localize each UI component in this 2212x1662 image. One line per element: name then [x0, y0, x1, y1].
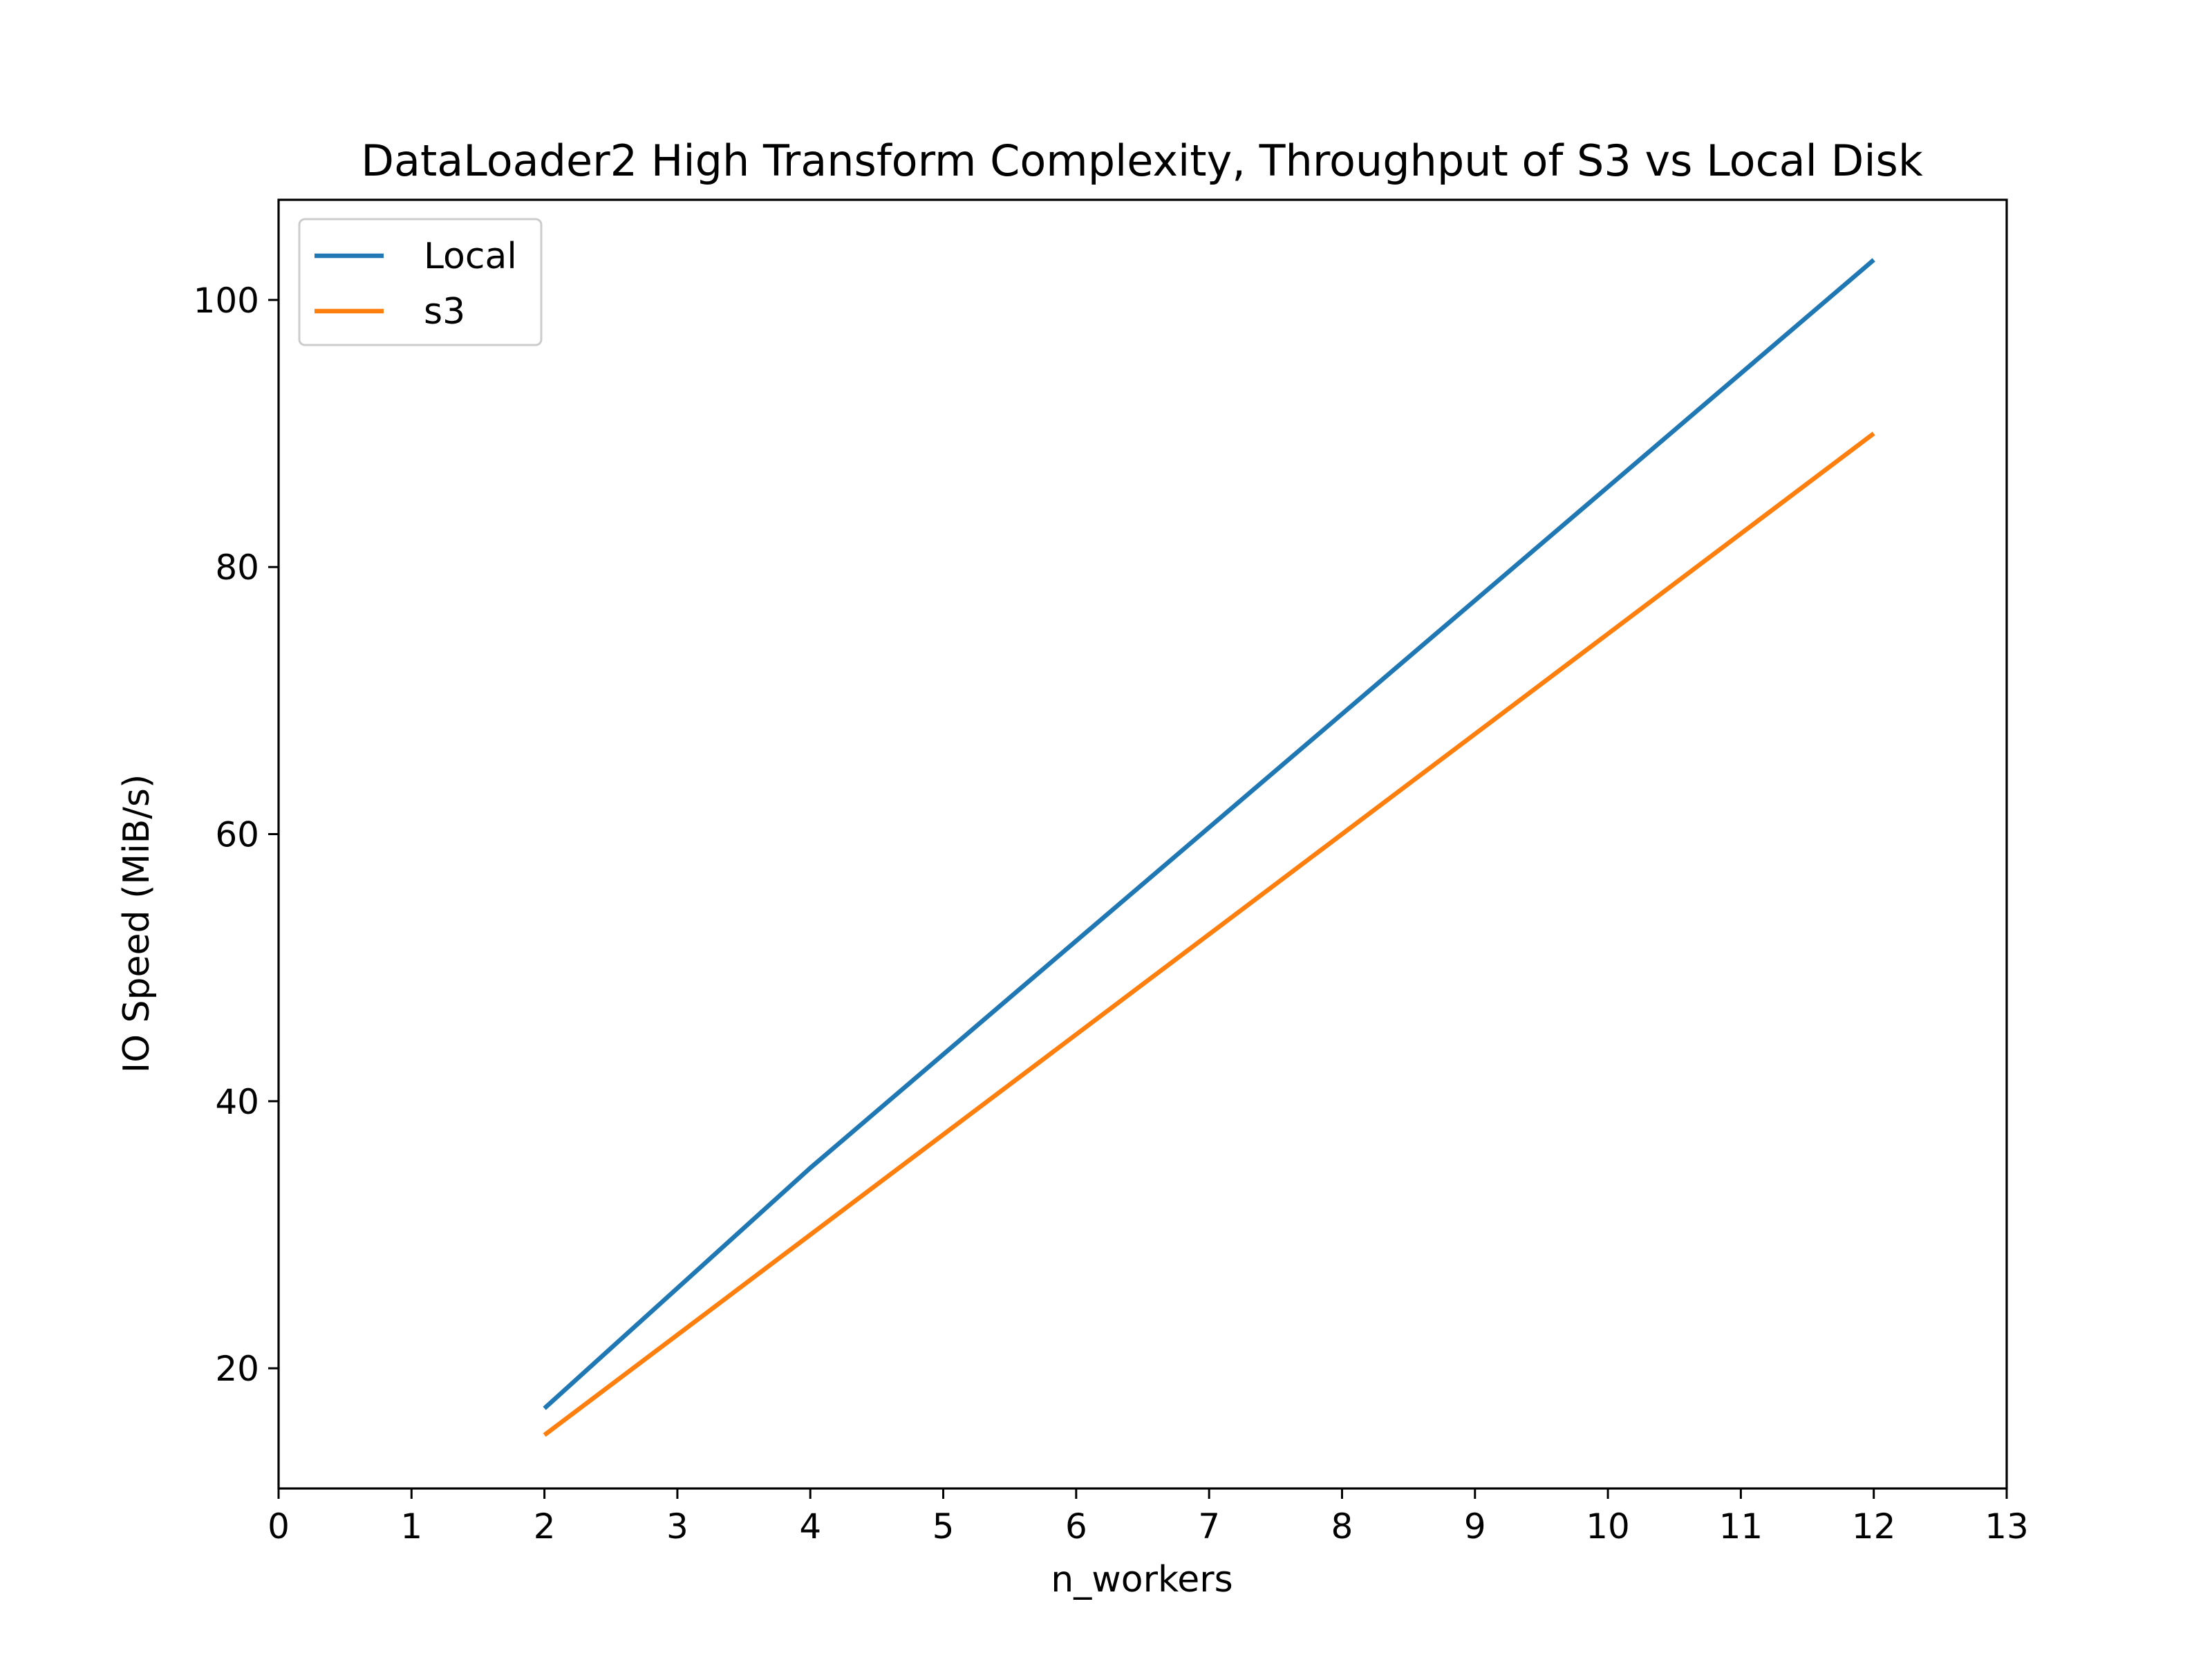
y-tick-label-80: 80: [215, 548, 259, 588]
x-tick-label-8: 8: [1331, 1506, 1353, 1547]
x-tick-label-2: 2: [534, 1506, 556, 1547]
x-tick-label-11: 11: [1719, 1506, 1763, 1547]
y-tick-label-20: 20: [215, 1349, 259, 1389]
legend-label-s3: s3: [424, 291, 465, 333]
x-tick-label-0: 0: [268, 1506, 290, 1547]
legend-label-local: Local: [424, 236, 517, 277]
x-tick-label-4: 4: [799, 1506, 821, 1547]
axes-frame: [277, 198, 2008, 1490]
series-line-local: [543, 258, 1875, 1410]
x-tick-label-12: 12: [1852, 1506, 1896, 1547]
x-tick-label-7: 7: [1198, 1506, 1220, 1547]
x-tick-label-13: 13: [1985, 1506, 2029, 1547]
series-line-s3: [543, 431, 1875, 1437]
x-tick-label-5: 5: [932, 1506, 955, 1547]
y-tick-label-100: 100: [194, 281, 259, 321]
x-tick-label-9: 9: [1464, 1506, 1486, 1547]
chart-title: DataLoader2 High Transform Complexity, T…: [361, 136, 1923, 186]
y-axis-label: IO Speed (MiB/s): [116, 774, 158, 1074]
x-tick-label-10: 10: [1586, 1506, 1630, 1547]
x-tick-label-6: 6: [1065, 1506, 1087, 1547]
x-tick-label-1: 1: [400, 1506, 422, 1547]
x-tick-label-3: 3: [666, 1506, 688, 1547]
legend-box: [298, 218, 543, 346]
legend: Local s3: [298, 218, 543, 346]
y-tick-label-40: 40: [215, 1082, 259, 1122]
x-axis-label: n_workers: [1051, 1559, 1232, 1600]
y-tick-label-60: 60: [215, 815, 259, 855]
